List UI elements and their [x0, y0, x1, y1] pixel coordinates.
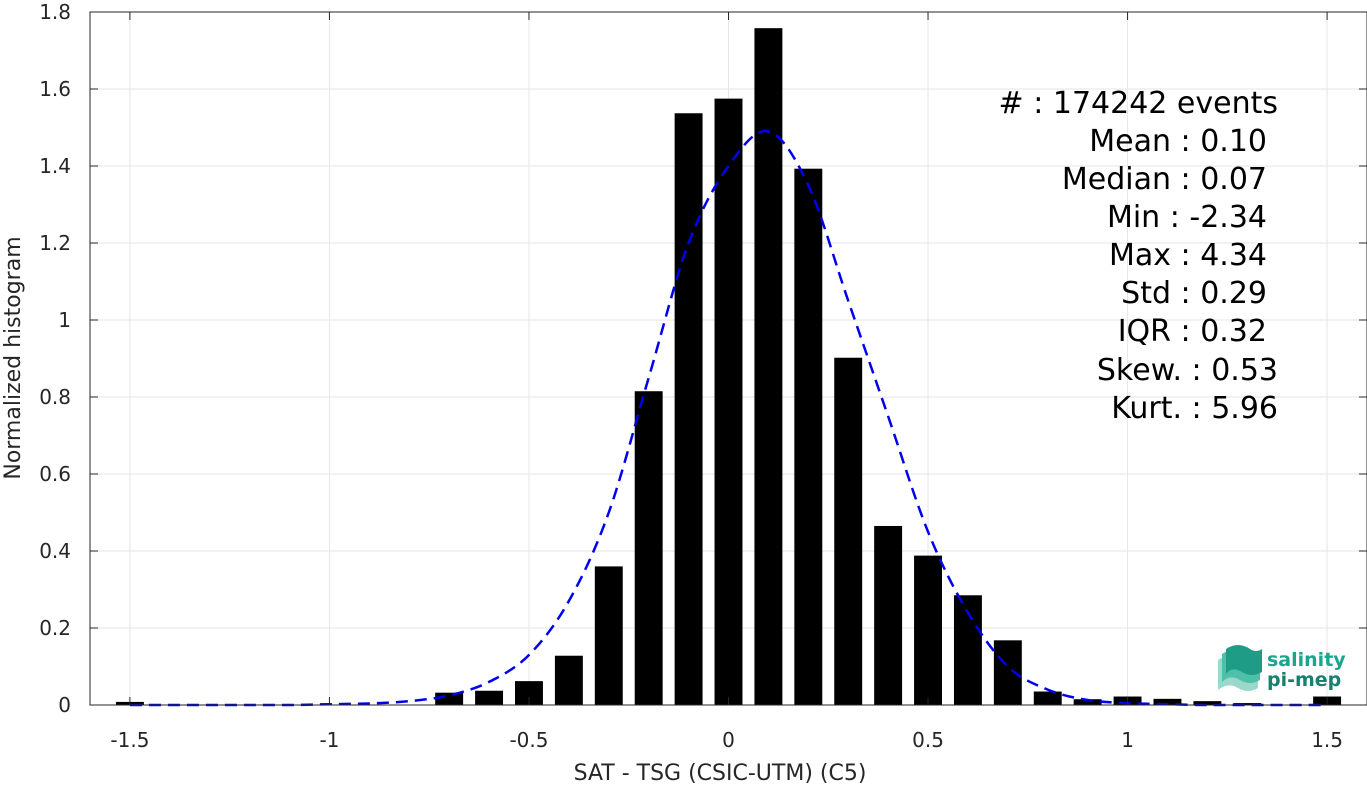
y-tick-label: 0: [58, 693, 71, 717]
histogram-bar: [794, 168, 823, 705]
y-axis-label: Normalized histogram: [1, 236, 26, 479]
histogram-bar: [714, 98, 743, 705]
x-axis-label: SAT - TSG (CSIC-UTM) (C5): [574, 761, 867, 785]
y-tick-label: 0.6: [39, 462, 71, 486]
logo-line2: pi-mep: [1267, 669, 1341, 691]
y-tick-label: 1.6: [39, 77, 71, 101]
stats-std: Std : 0.29: [1121, 276, 1267, 311]
histogram-bar: [1153, 698, 1182, 705]
x-tick-label: -1: [319, 728, 339, 752]
x-tick-label: -0.5: [509, 728, 548, 752]
histogram-bar: [475, 690, 504, 705]
logo-line1: salinity: [1267, 649, 1346, 671]
stats-median: Median : 0.07: [1062, 162, 1267, 197]
histogram-bar: [874, 525, 903, 705]
x-tick-label: -1.5: [110, 728, 149, 752]
histogram-bar: [435, 692, 464, 705]
fit-curve-layer: [129, 129, 1328, 707]
y-tick-label: 0.4: [39, 539, 71, 563]
y-tick-label: 1.4: [39, 154, 71, 178]
stats-mean: Mean : 0.10: [1089, 124, 1267, 159]
histogram-bar: [834, 357, 863, 705]
x-tick-label: 1: [1121, 728, 1134, 752]
y-tick-label: 1: [58, 308, 71, 332]
histogram-bar: [674, 113, 703, 705]
y-tick-label: 0.8: [39, 385, 71, 409]
fit-curve-line: [129, 129, 1328, 707]
stats-kurt: Kurt. : 5.96: [1111, 391, 1278, 426]
wave-layers-icon: [1218, 645, 1262, 691]
histogram-bar: [634, 391, 663, 705]
histogram-bar: [594, 566, 623, 705]
stats-max: Max : 4.34: [1109, 238, 1267, 273]
x-tick-label: 1.5: [1311, 728, 1343, 752]
x-axis-ticks: -1.5 -1 -0.5 0 0.5 1 1.5: [110, 12, 1343, 752]
histogram-bar: [1233, 703, 1262, 705]
x-tick-label: 0: [722, 728, 735, 752]
y-tick-label: 0.2: [39, 616, 71, 640]
histogram-bar: [993, 640, 1022, 705]
stats-skew: Skew. : 0.53: [1097, 353, 1278, 388]
histogram-bar: [914, 555, 942, 705]
histogram-bar: [754, 28, 783, 706]
stats-count: # : 174242 events: [999, 86, 1278, 121]
histogram-bar: [515, 681, 543, 705]
histogram-bar: [1193, 701, 1222, 705]
stats-box: # : 174242 events Mean : 0.10 Median : 0…: [999, 86, 1278, 426]
salinity-pi-mep-logo: salinity pi-mep: [1218, 645, 1346, 691]
y-tick-label: 1.8: [39, 0, 71, 24]
stats-min: Min : -2.34: [1107, 200, 1267, 235]
y-axis-ticks: 0 0.2 0.4 0.6 0.8 1 1.2 1.4 1.6 1.8: [39, 0, 1367, 717]
x-tick-label: 0.5: [912, 728, 944, 752]
histogram-bar: [554, 655, 583, 705]
stats-iqr: IQR : 0.32: [1118, 314, 1267, 349]
histogram-bar: [1073, 699, 1102, 705]
y-tick-label: 1.2: [39, 231, 71, 255]
histogram-bar: [1033, 691, 1062, 705]
histogram-bars: [115, 28, 1342, 706]
